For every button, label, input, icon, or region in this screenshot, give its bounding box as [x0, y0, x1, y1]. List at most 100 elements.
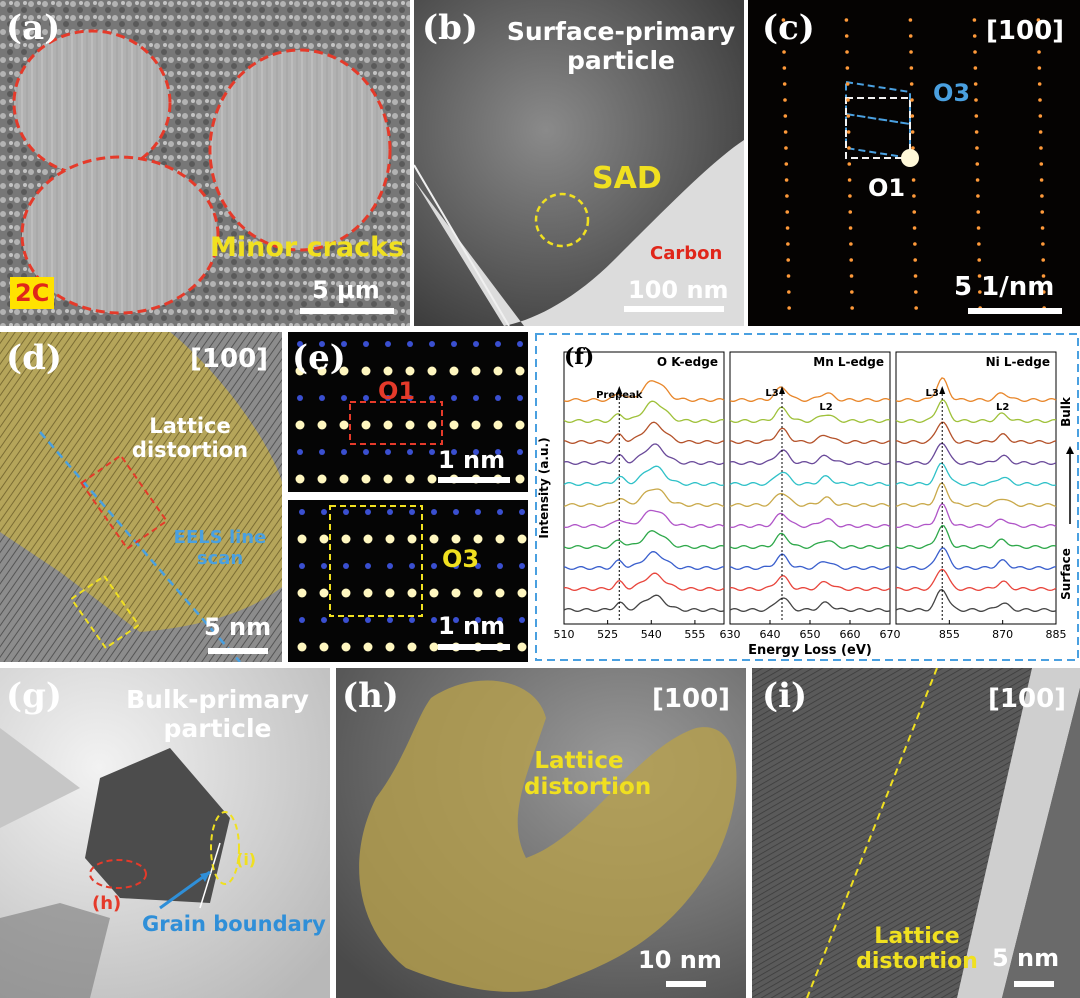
atom-column: [495, 395, 501, 401]
diffraction-spot: [847, 146, 851, 150]
atom-column: [297, 395, 303, 401]
diffraction-spot: [844, 34, 849, 38]
atom-column: [429, 642, 439, 652]
diffraction-spot: [910, 130, 915, 134]
o1-cell: [845, 97, 911, 159]
eels-chart: Intensity (a.u.) Energy Loss (eV) Bulk Surf…: [535, 333, 1079, 661]
diffraction-spot: [845, 66, 850, 70]
diffraction-spot: [847, 162, 852, 166]
panel-label-d: (d): [6, 338, 62, 378]
spectrum-line: [563, 400, 725, 424]
diffraction-spot: [786, 258, 790, 262]
atom-column: [449, 420, 459, 430]
side-label-bottom: Surface: [1059, 548, 1073, 600]
atom-column: [295, 420, 305, 430]
diffraction-spot: [848, 210, 853, 214]
spectrum-line: [563, 465, 725, 487]
marker-i: (i): [236, 850, 257, 869]
diffraction-spot: [975, 146, 979, 150]
atom-column: [385, 395, 391, 401]
eels-line-scan-label: EELS line scan: [173, 527, 267, 569]
particle-2: [208, 48, 392, 252]
scale-label-a: 5 µm: [312, 276, 380, 304]
panel-label-b: (b): [422, 8, 478, 48]
atom-column: [475, 509, 481, 515]
spectrum-line: [895, 588, 1057, 613]
atom-column: [363, 395, 369, 401]
diffraction-spot: [978, 290, 982, 294]
diffraction-spot: [781, 18, 786, 22]
atom-column: [317, 474, 327, 484]
atom-column: [519, 617, 525, 623]
subplot-frame: [729, 351, 891, 625]
spectrum-line: [563, 594, 725, 613]
grain-boundary-label: Grain boundary: [142, 912, 326, 936]
atom-column: [299, 617, 305, 623]
atom-column: [407, 642, 417, 652]
scale-label-e-bottom: 1 nm: [438, 612, 506, 640]
scale-bar-d: [208, 648, 268, 654]
diffraction-spot: [972, 34, 977, 38]
diffraction-spot: [1040, 226, 1045, 230]
diffraction-spot: [785, 226, 790, 230]
spectrum-line: [895, 568, 1057, 592]
panel-label-h: (h): [342, 676, 399, 716]
panel-a: (a) 2C Minor cracks 5 µm: [0, 0, 410, 326]
scale-bar-h: [666, 981, 706, 987]
spectrum-line: [563, 488, 725, 508]
atom-column: [475, 617, 481, 623]
scale-label-d: 5 nm: [204, 613, 272, 641]
zone-axis-i: [100]: [988, 684, 1067, 714]
atom-column: [517, 588, 527, 598]
scale-bar-b: [624, 306, 724, 312]
lattice-distortion-i: Lattice distortion: [856, 924, 978, 975]
atom-column: [453, 617, 459, 623]
atom-column: [341, 588, 351, 598]
diffraction-spot: [1036, 18, 1041, 22]
atom-column: [495, 534, 505, 544]
atom-column: [429, 395, 435, 401]
particle-3: [20, 155, 220, 315]
diffraction-spot: [849, 274, 854, 278]
panel-g: (g) Bulk-primary particle (i) (h) Grain …: [0, 668, 330, 998]
diffraction-spot: [786, 274, 791, 278]
panel-c: (c) [100] O3 O1 5 1/nm: [748, 0, 1080, 326]
diffraction-spot: [848, 194, 852, 198]
atom-column: [341, 449, 347, 455]
spectrum-line: [895, 442, 1057, 466]
diffraction-spot: [1036, 34, 1041, 38]
diffraction-spot: [784, 162, 789, 166]
diffraction-spot: [973, 82, 978, 86]
panel-g-image: [0, 668, 330, 998]
spectrum-line: [729, 553, 891, 571]
atom-column: [387, 509, 393, 515]
atom-column: [319, 534, 329, 544]
diffraction-spot: [1039, 178, 1044, 182]
atom-column: [339, 474, 349, 484]
diffraction-spot: [911, 146, 915, 150]
panel-b-image: [414, 0, 744, 326]
panel-label-a: (a): [6, 8, 61, 48]
diffraction-spot: [787, 290, 791, 294]
carbon-label: Carbon: [650, 243, 723, 264]
atom-column: [339, 366, 349, 376]
atom-column: [405, 366, 415, 376]
diffraction-spot: [850, 306, 854, 310]
atom-column: [431, 617, 437, 623]
zone-axis-c: [100]: [986, 16, 1065, 46]
atom-column: [385, 449, 391, 455]
diffraction-spot: [782, 50, 786, 54]
x-tick-label: 630: [720, 628, 741, 641]
x-tick-label: 510: [554, 628, 575, 641]
side-arrow-head: [1066, 446, 1074, 454]
atomic-image-o1: [288, 332, 528, 492]
atom-column: [451, 449, 457, 455]
diffraction-spot: [845, 82, 850, 86]
spectrum-line: [895, 525, 1057, 550]
atom-column: [383, 366, 393, 376]
atom-column: [297, 642, 307, 652]
distortion-region: [0, 332, 282, 632]
diffraction-spot: [850, 290, 854, 294]
diffraction-spot: [975, 178, 980, 182]
atom-column: [475, 563, 481, 569]
